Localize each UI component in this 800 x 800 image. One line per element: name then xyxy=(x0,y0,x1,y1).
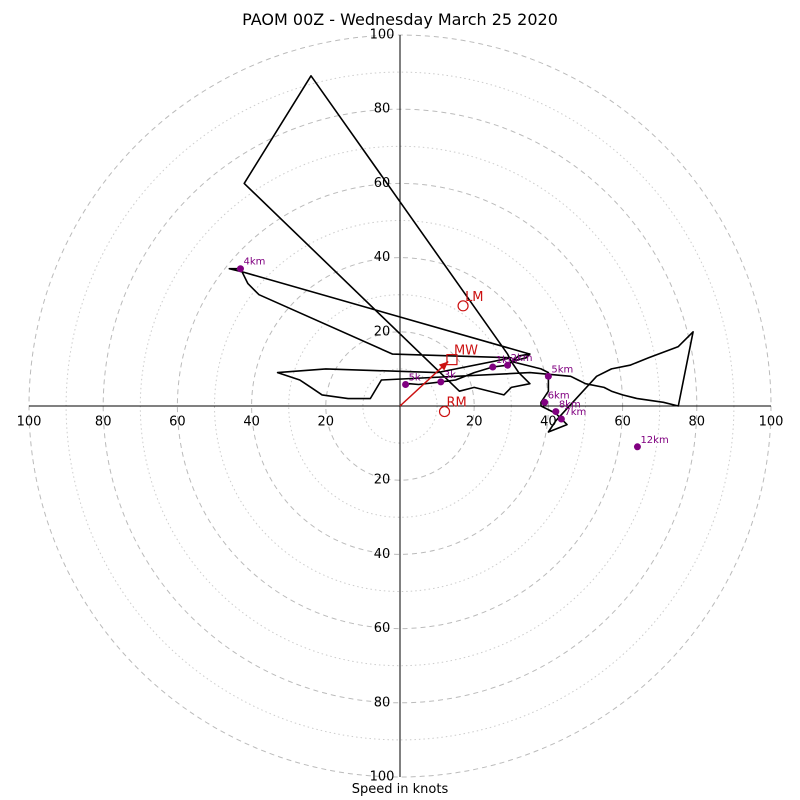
height-label-5k: 5k xyxy=(409,372,421,383)
motion-label-MW: MW xyxy=(454,344,478,359)
wind-trace xyxy=(228,75,694,433)
x-tick-label-neg-60: 60 xyxy=(169,415,186,430)
y-tick-label-neg-20: 20 xyxy=(374,473,391,488)
y-tick-label-pos-100: 100 xyxy=(370,28,395,43)
height-marker-4km xyxy=(236,265,244,273)
chart-title: PAOM 00Z - Wednesday March 25 2020 xyxy=(242,10,558,29)
height-label-6km: 6km xyxy=(548,390,570,401)
height-marker-8km xyxy=(552,408,560,416)
height-marker-5k xyxy=(402,380,410,388)
height-label-5km: 5km xyxy=(551,364,573,375)
motion-marker-MW xyxy=(446,354,458,366)
height-marker-1km xyxy=(489,363,497,371)
x-tick-label-neg-20: 20 xyxy=(318,415,335,430)
y-tick-label-pos-80: 80 xyxy=(374,102,391,117)
motion-marker-LM xyxy=(457,300,469,312)
height-label-12km: 12km xyxy=(640,435,668,446)
x-axis-label: Speed in knots xyxy=(351,782,449,797)
y-tick-label-neg-40: 40 xyxy=(374,547,391,562)
x-tick-label-pos-60: 60 xyxy=(614,415,631,430)
height-marker-7km xyxy=(557,415,565,423)
height-label-1km: 1km xyxy=(496,355,518,366)
height-marker-5km xyxy=(544,372,552,380)
motion-marker-RM xyxy=(438,405,451,418)
height-marker-12km xyxy=(633,443,641,451)
height-label-3k: 3k xyxy=(444,370,456,381)
tick-labels: 2020202040404040606060608080808010010010… xyxy=(17,28,784,785)
height-marker-2km xyxy=(504,361,512,369)
y-tick-label-pos-60: 60 xyxy=(374,176,391,191)
storm-motion-vectors: LM MW RM xyxy=(399,290,484,418)
x-tick-label-pos-80: 80 xyxy=(689,415,706,430)
height-marker-6km xyxy=(541,398,549,406)
x-tick-label-pos-100: 100 xyxy=(759,415,784,430)
y-tick-label-neg-80: 80 xyxy=(374,695,391,710)
x-tick-label-neg-40: 40 xyxy=(243,415,260,430)
y-tick-label-pos-20: 20 xyxy=(374,324,391,339)
x-tick-label-neg-80: 80 xyxy=(95,415,112,430)
y-tick-label-neg-100: 100 xyxy=(370,770,395,785)
height-label-4km: 4km xyxy=(243,257,265,268)
wind-trace-line-0 xyxy=(228,75,694,433)
height-label-8km: 8km xyxy=(559,400,581,411)
height-marker-3k xyxy=(437,378,445,386)
motion-label-RM: RM xyxy=(447,396,467,411)
motion-label-LM: LM xyxy=(465,290,483,305)
mean-wind-arrowhead xyxy=(438,361,449,371)
y-tick-label-pos-40: 40 xyxy=(374,250,391,265)
x-tick-label-neg-100: 100 xyxy=(17,415,42,430)
y-tick-label-neg-60: 60 xyxy=(374,621,391,636)
mean-wind-arrow xyxy=(399,360,449,407)
x-tick-label-pos-20: 20 xyxy=(466,415,483,430)
height-label-7km: 7km xyxy=(564,407,586,418)
height-label-2km: 2km xyxy=(511,353,533,364)
